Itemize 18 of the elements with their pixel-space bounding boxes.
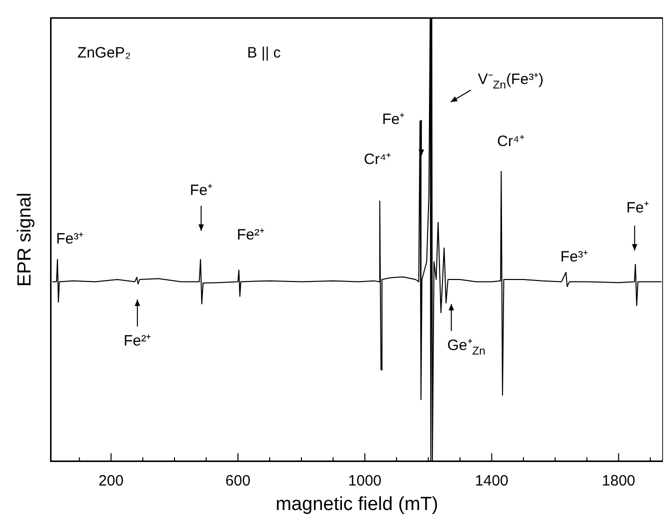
x-tick-label: 1000 (348, 472, 382, 490)
annotation: ZnGeP₂ (77, 44, 131, 62)
annotation: Fe⁺ (382, 111, 405, 128)
x-tick-label: 1400 (475, 472, 508, 490)
x-tick-label: 600 (225, 472, 250, 490)
annotation: Fe⁺ (626, 200, 649, 217)
annotation: B || c (247, 44, 282, 62)
annotation: Fe³⁺ (56, 230, 84, 248)
x-tick-label: 200 (98, 472, 124, 490)
annotation: Fe⁺ (190, 182, 212, 199)
annotation: Fe³⁺ (560, 248, 588, 266)
annotation: Fe²⁺ (236, 226, 264, 244)
annotation: Cr⁴⁺ (497, 133, 524, 150)
annotation: Cr⁴⁺ (364, 150, 392, 168)
y-axis-title: EPR signal (14, 192, 36, 287)
x-axis-title: magnetic field (mT) (276, 494, 438, 515)
annotation: Fe²⁺ (124, 332, 152, 350)
x-tick-label: 1800 (602, 472, 636, 490)
